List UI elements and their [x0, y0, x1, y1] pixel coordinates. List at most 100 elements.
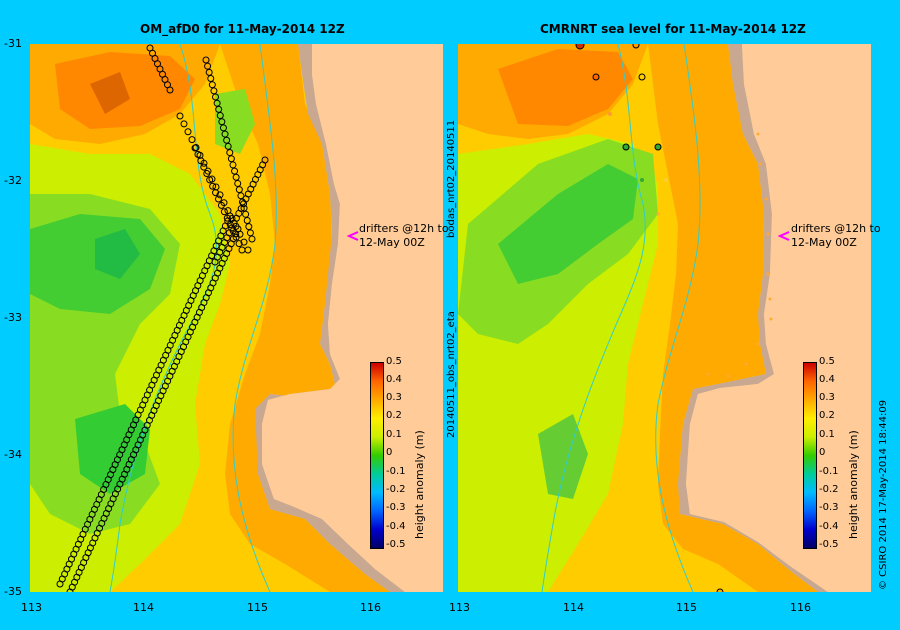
drifter-marker	[205, 68, 213, 76]
dark-eddy-core	[90, 72, 130, 114]
lon-tick-label: 113	[449, 601, 470, 614]
drifter-position-marker	[766, 232, 770, 236]
drifter-marker	[180, 120, 188, 128]
drifter-note-line2: 12-May 00Z	[791, 236, 857, 249]
lon-tick-label: 115	[676, 601, 697, 614]
bathymetry-contour	[655, 44, 701, 592]
lat-tick-label: -32	[4, 174, 22, 187]
drifter-position-marker	[756, 342, 760, 346]
drifter-track-markers	[56, 44, 269, 592]
lon-tick-label: 116	[790, 601, 811, 614]
drifter-marker	[191, 144, 199, 152]
colorbar-tick-label: 0.2	[386, 410, 402, 421]
drifter-marker	[194, 150, 202, 158]
colorbar	[370, 362, 384, 549]
drifter-marker	[202, 56, 210, 64]
land-mass	[262, 44, 443, 592]
drifter-note-line1: drifters @12h to	[791, 222, 881, 235]
drifter-note-line2: 12-May 00Z	[359, 236, 425, 249]
drifter-position-marker	[726, 374, 730, 378]
drifter-marker	[176, 112, 184, 120]
drifter-marker	[212, 189, 220, 197]
drifter-position-marker	[756, 132, 760, 136]
land-mass	[686, 44, 871, 592]
drifter-note-line1: drifters @12h to	[359, 222, 449, 235]
drifter-marker	[226, 149, 234, 157]
colorbar-tick-label: 0	[386, 447, 393, 458]
orange-band	[648, 44, 818, 592]
drifter-marker	[203, 170, 211, 177]
left-map-title: OM_afD0 for 11-May-2014 12Z	[140, 22, 345, 36]
colorbar-tick-label: 0.5	[819, 356, 835, 367]
lat-tick-label: -31	[4, 37, 22, 50]
drifter-position-marker	[768, 297, 772, 301]
colorbar-tick-label: -0.4	[386, 521, 406, 532]
drifter-position-marker	[632, 44, 640, 49]
credit-text: © CSIRO 2014 17-May-2014 18:44:09	[878, 399, 889, 590]
red-orange-eddy	[498, 49, 633, 126]
drifter-marker	[204, 62, 212, 70]
lon-tick-label: 114	[133, 601, 154, 614]
drifter-marker	[227, 155, 235, 163]
coast-shelf	[678, 44, 828, 592]
left-map-canvas	[30, 44, 443, 592]
drifter-marker	[234, 179, 242, 187]
colorbar-tick-label: -0.2	[386, 484, 406, 495]
drifter-position-markers	[575, 44, 773, 592]
drifter-marker	[219, 124, 227, 132]
drifter-position-marker	[592, 73, 600, 81]
drifter-marker	[218, 118, 226, 126]
drifter-position-marker	[638, 73, 646, 81]
drifter-position-marker	[744, 362, 748, 366]
drifter-marker	[213, 99, 221, 107]
drifter-position-marker	[622, 143, 630, 151]
colorbar-tick-label: 0.3	[386, 392, 402, 403]
drifter-marker	[229, 161, 237, 169]
drifter-position-marker	[656, 212, 660, 216]
drifter-marker	[206, 176, 214, 184]
drifter-marker	[231, 167, 239, 175]
drifter-marker	[240, 238, 248, 246]
drifter-marker	[240, 204, 248, 212]
drifter-position-marker	[764, 197, 768, 201]
colorbar-tick-label: 0.4	[819, 374, 835, 385]
bathymetry-contour	[109, 44, 218, 592]
drifter-position-marker	[716, 588, 724, 592]
drifter-marker	[246, 229, 254, 237]
drifter-marker	[66, 588, 74, 592]
colorbar-tick-label: -0.3	[819, 502, 839, 513]
colorbar-tick-label: -0.5	[819, 539, 839, 550]
green-eddy-south	[538, 414, 588, 499]
drifter-position-marker	[608, 112, 612, 116]
drifter-marker	[217, 201, 225, 209]
drifter-marker	[224, 142, 232, 150]
side-label-top: bodas_nrt02_20140511	[446, 119, 457, 238]
green-eddy	[498, 164, 638, 284]
colorbar-tick-label: -0.1	[386, 466, 406, 477]
right-map-title: CMRNRT sea level for 11-May-2014 12Z	[540, 22, 806, 36]
right-map-canvas	[458, 44, 871, 592]
drifter-marker	[220, 208, 228, 216]
drifter-marker	[215, 195, 222, 203]
side-label-bottom: 20140511_obs_nrt02_eta	[446, 311, 457, 438]
drifter-arrow-icon	[778, 231, 790, 241]
drifter-marker	[200, 163, 208, 171]
drifter-marker	[242, 210, 250, 218]
lon-tick-label: 114	[563, 601, 584, 614]
drifter-marker	[210, 87, 218, 95]
colorbar-tick-label: -0.2	[819, 484, 839, 495]
drifter-marker	[215, 105, 223, 113]
colorbar-tick-label: -0.3	[386, 502, 406, 513]
colorbar-tick-label: 0.1	[819, 429, 835, 440]
drifter-arrow-icon	[347, 231, 359, 241]
drifter-marker	[184, 128, 192, 136]
lat-tick-label: -34	[4, 448, 22, 461]
colorbar-title: height anomaly (m)	[413, 430, 426, 539]
green-eddy-core	[95, 229, 140, 279]
bathymetry-contour	[541, 44, 646, 592]
colorbar-tick-label: 0.1	[386, 429, 402, 440]
drifter-position-marker	[706, 372, 710, 376]
drifter-marker	[248, 235, 256, 243]
drifter-position-marker	[766, 272, 770, 276]
lat-tick-label: -33	[4, 311, 22, 324]
